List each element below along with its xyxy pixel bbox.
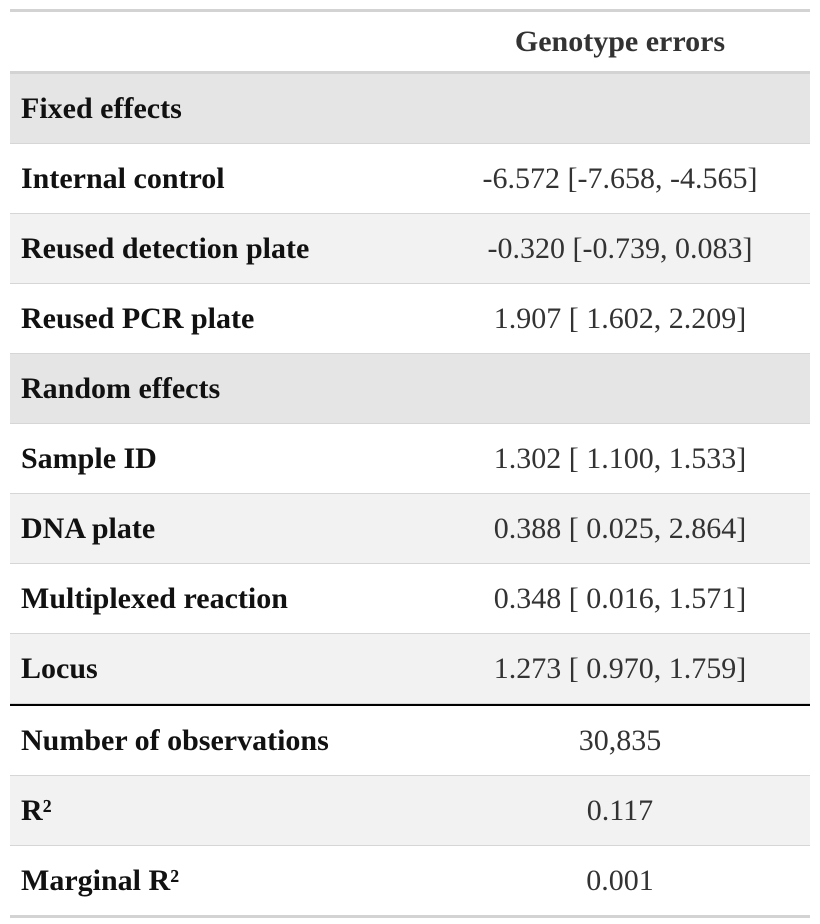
table-row: Sample ID 1.302 [ 1.100, 1.533]: [10, 424, 810, 494]
row-value: 0.117: [586, 793, 654, 827]
table-row: Number of observations 30,835: [10, 704, 810, 776]
section-label: Fixed effects: [21, 91, 182, 125]
row-label: Reused detection plate: [21, 231, 310, 265]
table-row: Marginal R² 0.001: [10, 846, 810, 918]
row-value: 30,835: [578, 723, 662, 757]
table-row: Locus 1.273 [ 0.970, 1.759]: [10, 634, 810, 704]
row-label: DNA plate: [21, 511, 156, 545]
row-value: 0.348 [ 0.016, 1.571]: [493, 581, 747, 615]
row-value: 1.273 [ 0.970, 1.759]: [493, 651, 747, 685]
table-row: R² 0.117: [10, 776, 810, 846]
row-value: -0.320 [-0.739, 0.083]: [487, 231, 753, 265]
table-row: Reused PCR plate 1.907 [ 1.602, 2.209]: [10, 284, 810, 354]
table-header-row: Genotype errors: [10, 12, 810, 74]
table-row: Reused detection plate -0.320 [-0.739, 0…: [10, 214, 810, 284]
row-value: 0.001: [586, 863, 654, 897]
section-label: Random effects: [21, 371, 221, 405]
table-row: Multiplexed reaction 0.348 [ 0.016, 1.57…: [10, 564, 810, 634]
section-random-effects: Random effects: [10, 354, 810, 424]
table-row: DNA plate 0.388 [ 0.025, 2.864]: [10, 494, 810, 564]
row-label: Internal control: [21, 161, 225, 195]
row-label: R²: [21, 793, 52, 827]
row-label: Multiplexed reaction: [21, 581, 288, 615]
row-value: -6.572 [-7.658, -4.565]: [482, 161, 758, 195]
row-value: 1.302 [ 1.100, 1.533]: [493, 441, 747, 475]
row-value: 0.388 [ 0.025, 2.864]: [493, 511, 747, 545]
regression-table: Genotype errors Fixed effects Internal c…: [10, 9, 810, 918]
row-label: Locus: [21, 651, 98, 685]
row-label: Marginal R²: [21, 863, 180, 897]
table-row: Internal control -6.572 [-7.658, -4.565]: [10, 144, 810, 214]
section-fixed-effects: Fixed effects: [10, 74, 810, 144]
column-header-genotype-errors: Genotype errors: [514, 24, 726, 58]
row-label: Number of observations: [21, 723, 329, 757]
row-label: Reused PCR plate: [21, 301, 255, 335]
row-value: 1.907 [ 1.602, 2.209]: [493, 301, 747, 335]
row-label: Sample ID: [21, 441, 157, 475]
